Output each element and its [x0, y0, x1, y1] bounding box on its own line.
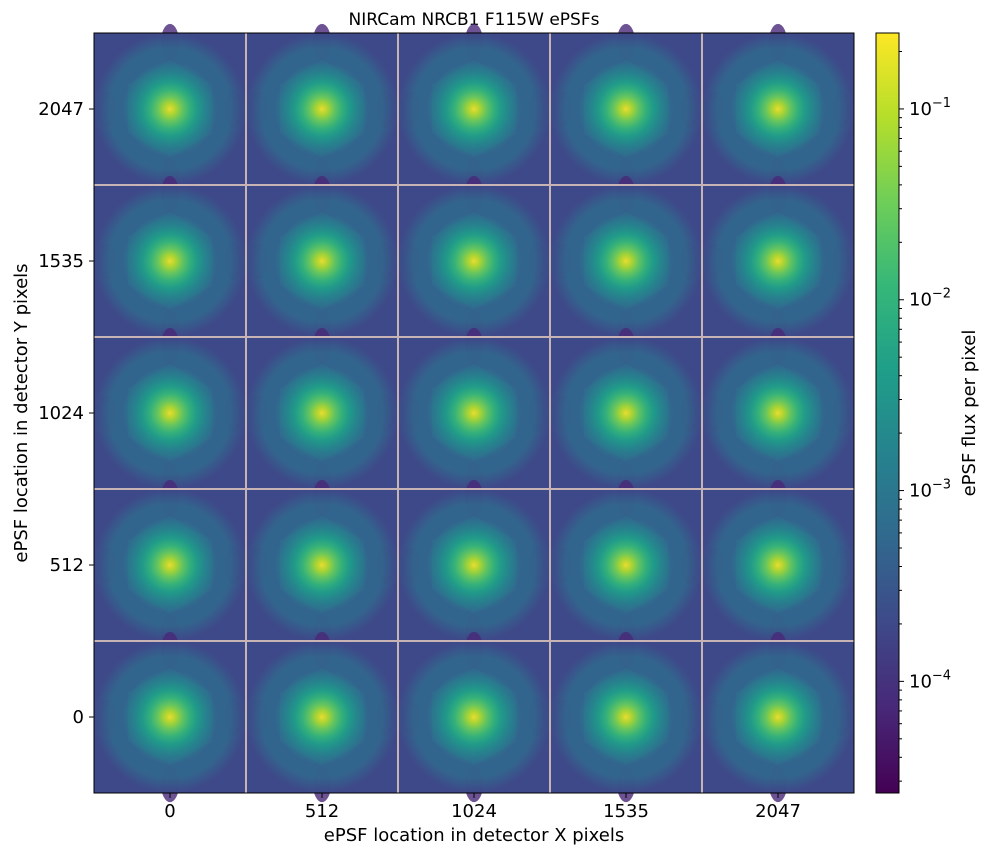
epsf-tile — [246, 175, 398, 347]
epsf-tile — [398, 631, 550, 803]
epsf-tile — [94, 175, 246, 347]
epsf-tile — [94, 479, 246, 651]
colorbar-ticks: 10−1 10−2 10−3 10−4 — [899, 50, 951, 782]
epsf-tile — [398, 175, 550, 347]
colorbar-label: ePSF flux per pixel — [959, 330, 980, 497]
colorbar-tick-label: 10−4 — [909, 668, 951, 692]
epsf-tile — [702, 175, 854, 347]
epsf-tile — [398, 479, 550, 651]
epsf-core — [246, 641, 398, 793]
y-tick-label: 512 — [50, 555, 84, 576]
tile-dividers — [94, 33, 854, 793]
epsf-core — [94, 337, 246, 489]
epsf-core — [398, 33, 550, 185]
colorbar-tick-label: 10−2 — [909, 287, 951, 311]
epsf-tile — [398, 23, 550, 195]
epsf-core — [94, 33, 246, 185]
y-tick-label: 2047 — [38, 99, 84, 120]
epsf-core — [550, 185, 702, 337]
epsf-tile — [94, 631, 246, 803]
epsf-tile — [550, 479, 702, 651]
epsf-core — [550, 337, 702, 489]
epsf-core — [398, 337, 550, 489]
epsf-tile — [246, 631, 398, 803]
epsf-core — [702, 33, 854, 185]
y-tick-label: 1024 — [38, 403, 84, 424]
epsf-core — [702, 641, 854, 793]
epsf-tile — [702, 479, 854, 651]
epsf-core — [94, 185, 246, 337]
epsf-tile — [550, 23, 702, 195]
epsf-tile — [94, 327, 246, 499]
epsf-tile — [398, 327, 550, 499]
x-tick-label: 2047 — [755, 801, 801, 822]
colorbar: 10−1 10−2 10−3 10−4 ePSF flux per pixel — [875, 32, 980, 794]
epsf-core — [246, 33, 398, 185]
epsf-tile — [550, 327, 702, 499]
y-axis-label: ePSF location in detector Y pixels — [11, 263, 32, 562]
epsf-tile — [550, 631, 702, 803]
epsf-core — [94, 489, 246, 641]
epsf-tiles — [94, 23, 854, 803]
epsf-tile — [550, 175, 702, 347]
epsf-tile — [246, 327, 398, 499]
epsf-core — [550, 641, 702, 793]
y-tick-label: 1535 — [38, 251, 84, 272]
colorbar-tick-label: 10−3 — [909, 478, 951, 502]
x-axis: 0 512 1024 1535 2047 — [164, 793, 801, 822]
epsf-core — [702, 337, 854, 489]
x-tick-label: 0 — [164, 801, 175, 822]
x-axis-label: ePSF location in detector X pixels — [324, 825, 624, 846]
epsf-core — [94, 641, 246, 793]
chart-title: NIRCam NRCB1 F115W ePSFs — [349, 10, 600, 30]
y-axis: 2047 1535 1024 512 0 — [38, 99, 94, 728]
epsf-tile — [246, 479, 398, 651]
epsf-tile — [702, 327, 854, 499]
epsf-core — [702, 185, 854, 337]
epsf-core — [550, 33, 702, 185]
colorbar-gradient — [875, 32, 900, 794]
x-tick-label: 1024 — [451, 801, 497, 822]
epsf-core — [702, 489, 854, 641]
epsf-core — [246, 185, 398, 337]
epsf-core — [398, 185, 550, 337]
colorbar-tick-label: 10−1 — [909, 96, 951, 120]
epsf-core — [246, 489, 398, 641]
epsf-tile — [246, 23, 398, 195]
epsf-tile — [702, 23, 854, 195]
y-tick-label: 0 — [73, 707, 84, 728]
epsf-core — [398, 641, 550, 793]
x-tick-label: 512 — [305, 801, 339, 822]
epsf-core — [246, 337, 398, 489]
epsf-tile — [94, 23, 246, 195]
epsf-core — [550, 489, 702, 641]
epsf-tile — [702, 631, 854, 803]
epsf-core — [398, 489, 550, 641]
x-tick-label: 1535 — [603, 801, 649, 822]
